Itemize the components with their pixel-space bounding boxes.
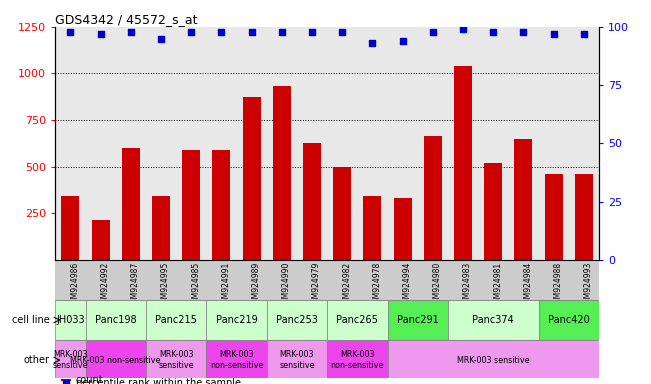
Text: Panc198: Panc198	[95, 315, 137, 325]
Text: MRK-003 non-sensitive: MRK-003 non-sensitive	[70, 356, 161, 364]
Bar	[448, 300, 538, 340]
Point	[548, 31, 559, 37]
Point	[337, 28, 348, 35]
Bar	[55, 300, 85, 340]
Text: count: count	[76, 375, 104, 384]
Text: GSM924985: GSM924985	[191, 262, 201, 308]
Text: Panc291: Panc291	[397, 315, 439, 325]
Bar	[424, 136, 442, 260]
Text: GSM924980: GSM924980	[433, 262, 442, 308]
Bar	[544, 174, 562, 260]
Text: GSM924989: GSM924989	[252, 262, 260, 308]
Text: Panc374: Panc374	[473, 315, 514, 325]
Bar	[387, 300, 448, 340]
Text: Panc420: Panc420	[548, 315, 590, 325]
Point	[216, 28, 227, 35]
Bar	[146, 340, 206, 380]
Text: MRK-003 sensitive: MRK-003 sensitive	[457, 356, 529, 364]
Point	[126, 28, 136, 35]
Text: GSM924982: GSM924982	[342, 262, 352, 308]
Point	[307, 28, 317, 35]
Text: GSM924995: GSM924995	[161, 262, 170, 308]
Bar	[327, 300, 387, 340]
Text: GSM924991: GSM924991	[221, 262, 230, 308]
Bar	[206, 300, 267, 340]
Bar	[92, 220, 109, 260]
Text: GSM924988: GSM924988	[553, 262, 562, 308]
Bar	[333, 167, 352, 260]
Point	[61, 380, 71, 384]
Point	[96, 31, 106, 37]
Bar	[243, 97, 260, 260]
Bar	[363, 196, 381, 260]
Text: GSM924990: GSM924990	[282, 262, 291, 308]
Text: Panc215: Panc215	[155, 315, 197, 325]
Bar	[394, 198, 411, 260]
Text: GSM924992: GSM924992	[101, 262, 109, 308]
Text: GDS4342 / 45572_s_at: GDS4342 / 45572_s_at	[55, 13, 198, 26]
Text: Panc219: Panc219	[215, 315, 257, 325]
Text: MRK-003
non-sensitive: MRK-003 non-sensitive	[210, 350, 263, 370]
Bar	[182, 150, 201, 260]
Bar	[267, 300, 327, 340]
Text: MRK-003
sensitive: MRK-003 sensitive	[53, 350, 89, 370]
Bar	[267, 340, 327, 380]
Text: MRK-003
sensitive: MRK-003 sensitive	[158, 350, 194, 370]
Bar	[55, 340, 85, 380]
Text: MRK-003
non-sensitive: MRK-003 non-sensitive	[331, 350, 384, 370]
Bar	[575, 174, 593, 260]
Bar	[206, 340, 267, 380]
Point	[518, 28, 529, 35]
Text: GSM924986: GSM924986	[70, 262, 79, 308]
Bar	[146, 300, 206, 340]
Point	[247, 28, 257, 35]
Text: JH033: JH033	[56, 315, 85, 325]
Text: GSM924987: GSM924987	[131, 262, 140, 308]
Point	[397, 38, 408, 44]
Bar	[85, 340, 146, 380]
Bar	[85, 300, 146, 340]
Text: GSM924994: GSM924994	[402, 262, 411, 308]
Bar	[61, 196, 79, 260]
Point	[186, 28, 197, 35]
Point	[65, 28, 76, 35]
Bar	[484, 163, 503, 260]
Text: MRK-003
sensitive: MRK-003 sensitive	[279, 350, 314, 370]
Text: GSM924993: GSM924993	[584, 262, 593, 308]
Bar	[61, 379, 70, 381]
Point	[156, 35, 166, 41]
Text: Panc265: Panc265	[337, 315, 378, 325]
Bar	[273, 86, 291, 260]
Bar	[303, 143, 321, 260]
Point	[277, 28, 287, 35]
Text: percentile rank within the sample: percentile rank within the sample	[76, 378, 241, 384]
Bar	[212, 150, 230, 260]
Bar	[122, 148, 140, 260]
Bar	[538, 300, 599, 340]
Bar	[454, 66, 472, 260]
Bar	[152, 196, 170, 260]
Text: other: other	[24, 355, 50, 365]
Bar	[387, 340, 599, 380]
Bar	[327, 340, 387, 380]
Text: GSM924984: GSM924984	[523, 262, 533, 308]
Text: GSM924981: GSM924981	[493, 262, 502, 308]
Point	[428, 28, 438, 35]
Text: cell line: cell line	[12, 315, 50, 325]
Text: GSM924983: GSM924983	[463, 262, 472, 308]
Text: GSM924979: GSM924979	[312, 262, 321, 308]
Point	[488, 28, 499, 35]
Text: Panc253: Panc253	[276, 315, 318, 325]
Point	[579, 31, 589, 37]
Point	[458, 26, 468, 32]
Point	[367, 40, 378, 46]
Bar	[514, 139, 533, 260]
Text: GSM924978: GSM924978	[372, 262, 381, 308]
